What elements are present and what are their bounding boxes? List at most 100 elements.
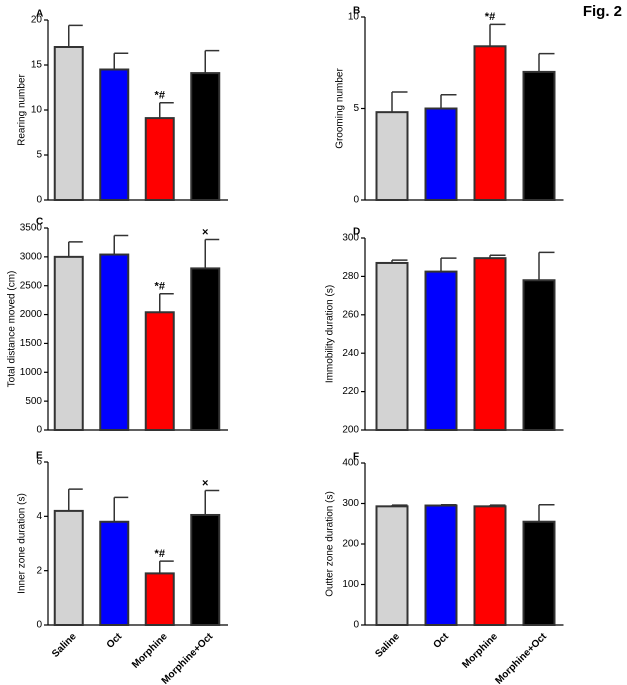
bar: [144, 311, 175, 431]
y-tick-label: 1500: [20, 338, 43, 349]
bar: [424, 107, 458, 201]
y-tick-label: 400: [342, 458, 359, 469]
error-bar: [538, 251, 555, 281]
error-bar: [538, 52, 555, 72]
y-tick-label: 260: [342, 309, 359, 320]
error-bar: [538, 503, 555, 522]
bar: [99, 68, 130, 201]
error-bar: [204, 238, 220, 269]
bar: [190, 72, 221, 201]
y-tick-label: 3000: [20, 251, 43, 262]
y-tick-label: 300: [342, 233, 359, 244]
bar: [53, 255, 84, 431]
error-bar: [159, 560, 174, 574]
y-tick-label: 0: [36, 425, 42, 436]
annotation: *#: [155, 90, 165, 102]
x-tick-label: Morphine: [460, 631, 500, 671]
y-axis-label: Rearing number: [17, 73, 28, 145]
y-axis-label: Outter zone duration (s): [325, 491, 336, 597]
annotation: *#: [155, 548, 165, 560]
error-bar: [489, 504, 506, 507]
x-tick-label: Morphine+Oct: [493, 631, 549, 685]
y-tick-label: 15: [31, 60, 43, 71]
error-bar: [159, 293, 174, 313]
panel-letter: D: [353, 227, 360, 238]
x-tick-label: Oct: [431, 631, 451, 651]
panel-letter: F: [353, 452, 359, 463]
y-tick-label: 3500: [20, 223, 43, 234]
y-tick-label: 0: [353, 620, 359, 631]
y-axis-label: Inner zone duration (s): [17, 493, 28, 594]
x-tick-label: Saline: [373, 631, 402, 660]
figure-label: Fig. 2: [583, 3, 622, 20]
annotation: ×: [202, 477, 208, 489]
bar: [424, 270, 458, 431]
y-tick-label: 200: [342, 539, 359, 550]
bar: [375, 111, 409, 201]
bar: [53, 46, 84, 201]
bar: [190, 267, 221, 431]
error-bar: [113, 234, 129, 255]
error-bar: [68, 24, 83, 47]
error-bar: [391, 504, 408, 507]
error-bar: [204, 49, 220, 74]
error-bar: [159, 102, 174, 119]
error-bar: [68, 241, 83, 257]
x-tick-label: Saline: [50, 631, 79, 660]
y-tick-label: 220: [342, 386, 359, 397]
y-tick-label: 20: [31, 15, 43, 26]
y-tick-label: 4: [36, 511, 42, 522]
error-bar: [68, 488, 83, 511]
y-tick-label: 0: [36, 195, 42, 206]
y-tick-label: 5: [36, 150, 42, 161]
bar: [375, 505, 409, 626]
x-tick-label: Oct: [105, 631, 125, 651]
error-bar: [391, 259, 408, 263]
y-tick-label: 0: [36, 620, 42, 631]
y-axis-label: Total distance moved (cm): [7, 271, 18, 388]
error-bar: [440, 94, 457, 109]
y-tick-label: 10: [348, 12, 360, 23]
panel-letter: A: [36, 9, 43, 20]
y-tick-label: 1000: [20, 367, 43, 378]
y-axis-label: Immobility duration (s): [325, 285, 336, 383]
bar: [424, 504, 458, 626]
error-bar: [391, 91, 408, 113]
y-tick-label: 5: [353, 103, 359, 114]
y-tick-label: 200: [342, 425, 359, 436]
annotation: *#: [485, 11, 495, 23]
annotation: ×: [202, 226, 208, 238]
bar: [473, 45, 507, 201]
bar: [53, 509, 84, 626]
y-tick-label: 0: [353, 195, 359, 206]
panel-letter: C: [36, 217, 43, 228]
annotation: *#: [155, 281, 165, 293]
bar: [99, 520, 130, 626]
y-tick-label: 300: [342, 498, 359, 509]
bar: [522, 279, 556, 431]
bar: [522, 70, 556, 202]
bar: [99, 253, 130, 431]
bar: [473, 257, 507, 431]
y-tick-label: 6: [36, 457, 42, 468]
bar: [375, 261, 409, 431]
y-tick-label: 240: [342, 348, 359, 359]
y-tick-label: 500: [25, 396, 42, 407]
bar: [144, 572, 175, 627]
error-bar: [113, 52, 129, 70]
bar: [144, 117, 175, 201]
y-tick-label: 2000: [20, 309, 43, 320]
panel-letter: E: [36, 451, 43, 462]
x-tick-label: Morphine: [130, 631, 170, 671]
error-bar: [440, 257, 457, 272]
bar: [522, 520, 556, 626]
bar: [190, 513, 221, 626]
panel-letter: B: [353, 6, 360, 17]
y-axis-label: Grooming number: [335, 68, 346, 149]
error-bar: [113, 496, 129, 522]
error-bar: [440, 503, 457, 506]
bar: [473, 505, 507, 626]
error-bar: [204, 489, 220, 515]
y-tick-label: 2500: [20, 280, 43, 291]
